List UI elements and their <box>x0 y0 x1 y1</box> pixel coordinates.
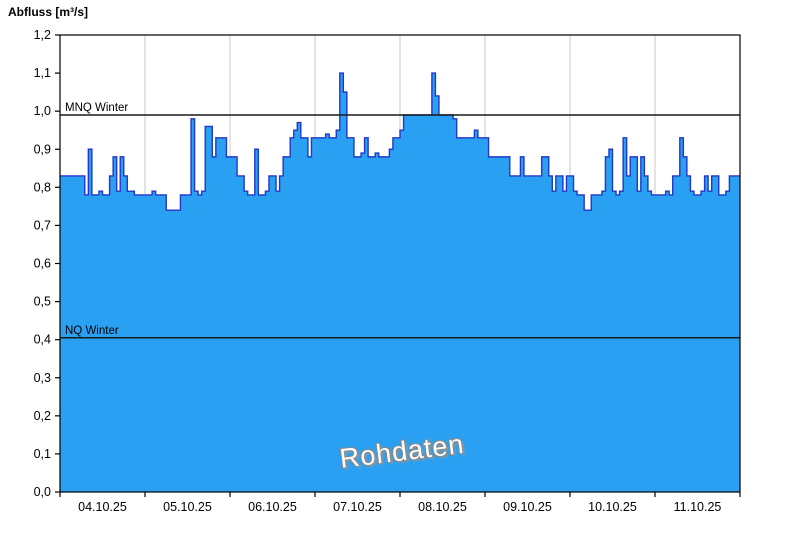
x-tick-label: 05.10.25 <box>163 500 212 514</box>
y-tick-label: 0,0 <box>34 485 51 499</box>
x-axis: 04.10.25 05.10.25 06.10.25 07.10.25 08.10.25… <box>59 492 741 514</box>
y-tick-label: 0,3 <box>34 371 51 385</box>
x-tick-label: 07.10.25 <box>333 500 382 514</box>
y-tick-label: 1,2 <box>34 28 51 42</box>
y-tick-label: 0,6 <box>34 257 51 271</box>
x-tick-label: 10.10.25 <box>588 500 637 514</box>
chart-title: Abfluss [m³/s] <box>8 5 89 19</box>
y-tick-label: 0,5 <box>34 295 51 309</box>
reference-line-label: MNQ Winter <box>65 102 128 114</box>
y-axis: 0,0 0,1 0,2 0,3 0,4 0,5 0,6 0,7 0,8 0,9 1,0 1,1 1,2 <box>34 28 60 499</box>
y-tick-label: 0,7 <box>34 218 51 232</box>
y-tick-label: 1,0 <box>34 104 51 118</box>
x-tick-label: 09.10.25 <box>503 500 552 514</box>
reference-line-label: NQ Winter <box>65 325 119 337</box>
reference-lines: MNQ Winter NQ Winter <box>60 102 740 339</box>
area-series <box>60 73 740 492</box>
x-tick-label: 11.10.25 <box>674 500 722 514</box>
y-tick-label: 0,1 <box>34 447 51 461</box>
y-tick-label: 0,8 <box>34 180 51 194</box>
y-tick-label: 0,4 <box>34 333 51 347</box>
area-series-outline <box>60 72 740 211</box>
x-tick-label: 06.10.25 <box>248 500 297 514</box>
x-tick-label: 04.10.25 <box>78 500 127 514</box>
y-tick-label: 0,2 <box>34 409 51 423</box>
x-tick-label: 08.10.25 <box>418 500 467 514</box>
y-tick-label: 0,9 <box>34 142 51 156</box>
y-tick-label: 1,1 <box>34 66 51 80</box>
